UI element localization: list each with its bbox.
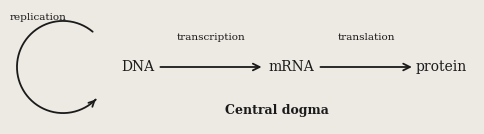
Text: protein: protein xyxy=(415,60,466,74)
Text: Central dogma: Central dogma xyxy=(224,104,328,117)
Text: transcription: transcription xyxy=(176,33,245,42)
Text: DNA: DNA xyxy=(121,60,154,74)
Text: mRNA: mRNA xyxy=(268,60,313,74)
Text: replication: replication xyxy=(10,13,66,22)
Text: translation: translation xyxy=(337,33,394,42)
